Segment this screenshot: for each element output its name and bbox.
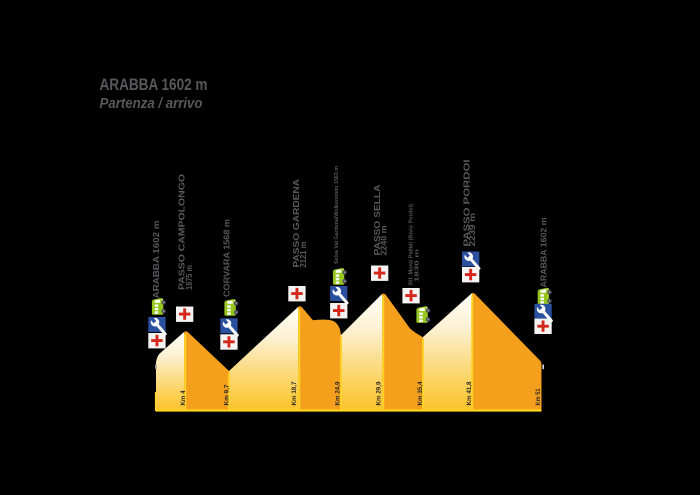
svg-text:ARABBA 1602 m: ARABBA 1602 m [151, 221, 161, 299]
svg-text:1875 m: 1875 m [184, 265, 194, 290]
svg-text:ARABBA 1602 m: ARABBA 1602 m [100, 76, 208, 94]
svg-text:Km 18,7: Km 18,7 [291, 381, 298, 405]
svg-text:Km 24,9: Km 24,9 [335, 381, 342, 405]
svg-text:2121 m: 2121 m [298, 242, 308, 268]
svg-text:Rif. Monti Pallidi (Bivio Pord: Rif. Monti Pallidi (Bivio Pordoi) [409, 204, 415, 285]
svg-text:ARABBA 1602 m: ARABBA 1602 m [538, 218, 548, 288]
svg-text:Km 29,9: Km 29,9 [376, 381, 383, 405]
svg-text:Km 9,7: Km 9,7 [224, 384, 231, 405]
svg-text:PASSO CAMPOLONGO: PASSO CAMPOLONGO [177, 173, 187, 290]
svg-text:Km 51: Km 51 [535, 388, 542, 405]
svg-text:Partenza / arrivo: Partenza / arrivo [100, 95, 203, 112]
svg-text:Selva Val Gardena/Wolkenstein: Selva Val Gardena/Wolkenstein 1563 m [334, 166, 340, 264]
svg-text:Km 41,8: Km 41,8 [466, 381, 473, 405]
svg-text:2239 m: 2239 m [467, 213, 477, 247]
svg-text:CORVARA 1568 m: CORVARA 1568 m [222, 219, 232, 297]
svg-text:Km 35,4: Km 35,4 [417, 381, 424, 405]
svg-text:1830 m: 1830 m [414, 249, 420, 282]
svg-text:Km 4: Km 4 [180, 390, 187, 405]
svg-text:PASSO SELLA: PASSO SELLA [372, 185, 382, 256]
svg-text:PASSO PORDOI: PASSO PORDOI [461, 160, 471, 247]
svg-text:PASSO GARDENA: PASSO GARDENA [291, 179, 301, 268]
svg-text:2240 m: 2240 m [378, 226, 388, 256]
